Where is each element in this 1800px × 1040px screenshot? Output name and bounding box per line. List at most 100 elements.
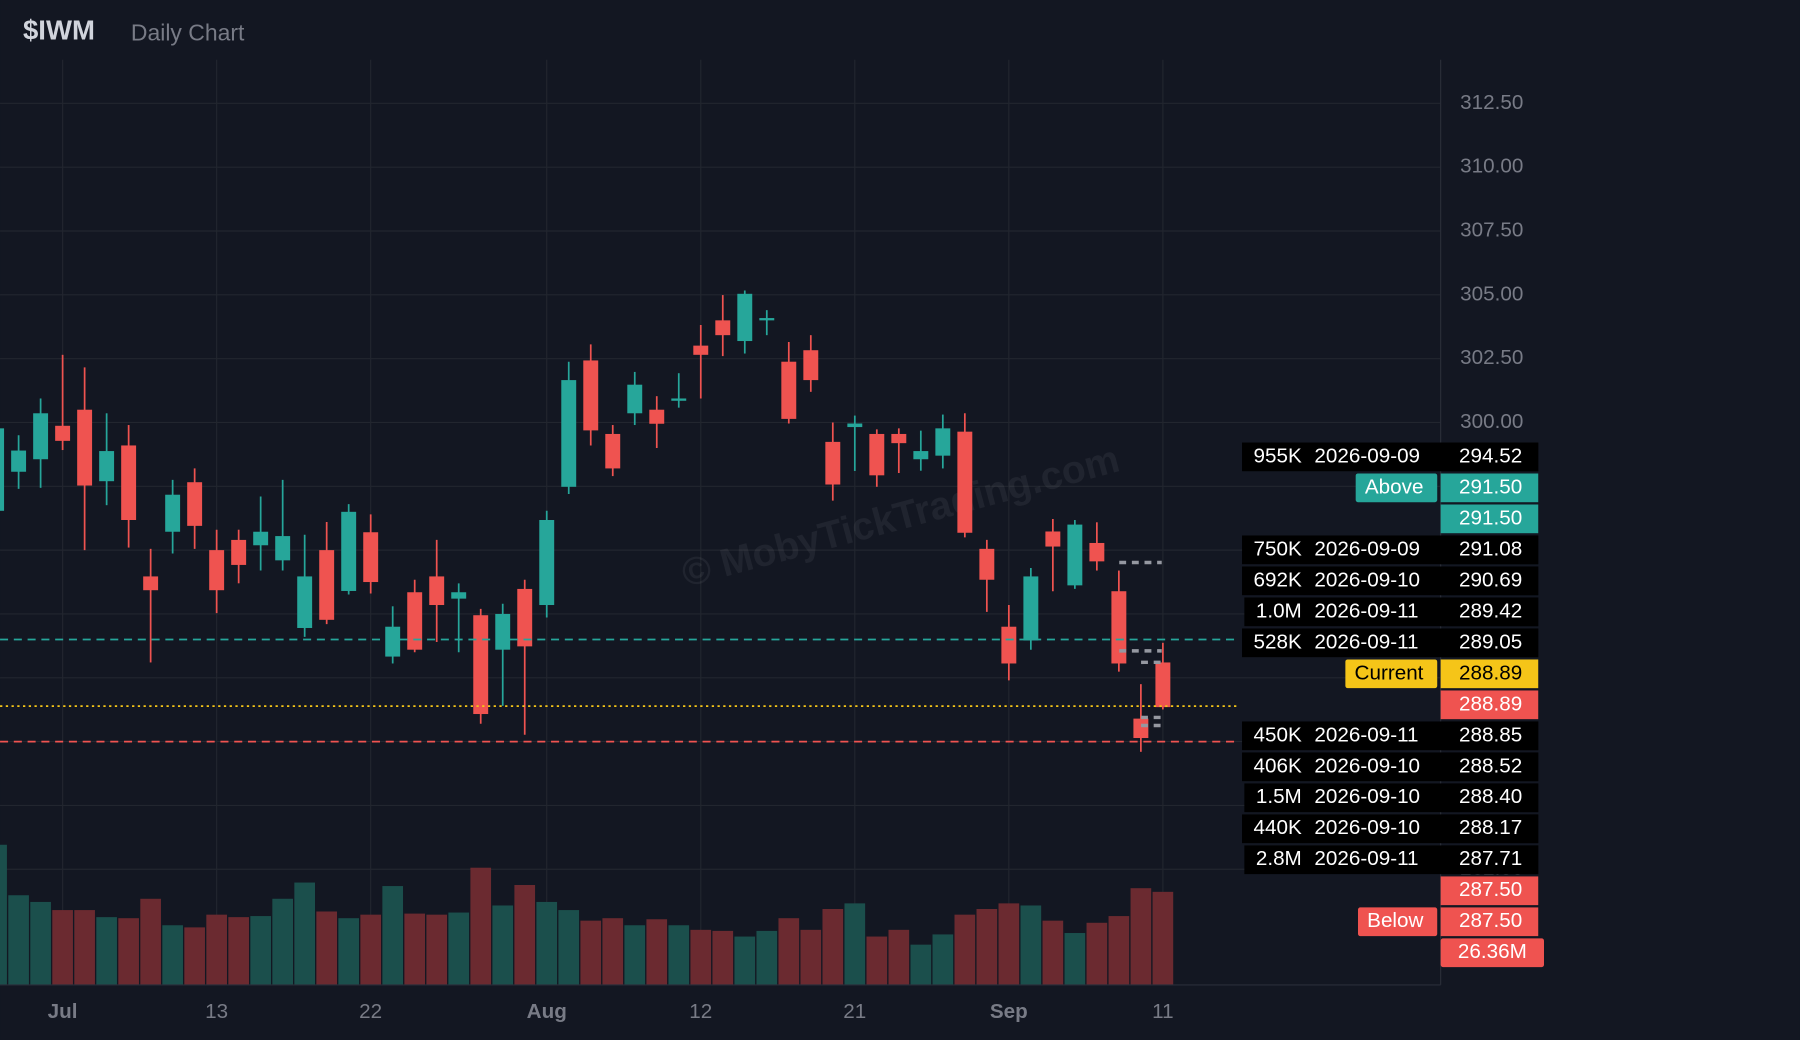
candle-body [891,433,907,444]
candle-body [495,613,511,650]
row-volume: 528K [1254,630,1302,653]
price-background [1440,566,1539,596]
candle-body [319,550,335,620]
volume-bar [536,901,558,985]
row-volume: 440K [1254,816,1302,839]
x-tick-label: 21 [843,1000,866,1023]
candle-body [451,592,467,599]
order-markers [1119,560,1167,728]
candle-body [671,398,687,401]
volume-bar [844,903,866,985]
row-date: 2026-09-10 [1314,568,1420,591]
candle-body [913,451,929,460]
candle-body [187,482,203,526]
candle-body [429,576,445,606]
candle-body [341,511,357,591]
volume-bar [426,914,448,985]
volume-bar [228,917,249,985]
x-tick-label: Sep [990,1000,1028,1023]
candle-body [979,548,995,580]
row-volume: 2.8M [1256,847,1302,870]
row-price: 291.50 [1459,506,1522,529]
row-price: 289.05 [1459,630,1522,653]
row-date: 2026-09-10 [1314,816,1420,839]
row-price: 288.52 [1459,754,1522,777]
candle-body [693,345,709,355]
volume-bar [866,936,888,985]
volume-background [1440,938,1545,968]
row-volume: 692K [1254,568,1302,591]
volume-bar [30,901,51,985]
volume-bar [184,927,205,985]
volume-bar [1042,920,1064,985]
candle-body [1045,531,1061,547]
row-price: 289.42 [1459,599,1522,622]
price-background [1440,535,1539,565]
volume-bar [1108,916,1130,985]
volume-bar [558,910,580,985]
tag-background [1357,907,1438,937]
candle-body [803,350,819,381]
candle-body [385,626,401,657]
row-date: 2026-09-09 [1314,537,1420,560]
row-date: 2026-09-11 [1314,599,1418,622]
volume-bar [976,909,998,985]
candle-body [1089,542,1105,562]
row-date: 2026-09-11 [1314,847,1418,870]
price-background [1440,597,1539,627]
candle-body [1023,576,1039,641]
volume-bar [998,903,1020,985]
row-volume: 406K [1254,754,1302,777]
volume-bar [1086,922,1108,985]
candle-body [561,380,577,487]
candle-body [275,536,291,561]
row-total-volume: 26.36M [1458,940,1527,963]
row-price: 288.89 [1459,692,1522,715]
candle-body [847,423,863,428]
candle-body [1111,591,1127,664]
tag-background [1345,659,1438,689]
row-price: 290.69 [1459,568,1522,591]
candle-body [33,413,49,460]
volume-bar [514,885,536,985]
y-tick-label: 302.50 [1460,346,1523,369]
row-price: 288.17 [1459,816,1522,839]
row-price: 291.08 [1459,537,1522,560]
tag-label: Above [1365,475,1424,498]
y-tick-label: 307.50 [1460,218,1523,241]
y-tick-label: 310.00 [1460,155,1523,178]
row-volume: 1.5M [1256,785,1302,808]
row-price: 291.50 [1459,475,1522,498]
volume-bar [778,918,800,985]
price-background [1440,845,1539,875]
candle-body [1067,524,1083,586]
volume-bar [822,909,844,985]
volume-bar [140,898,161,985]
candle-body [0,428,5,511]
price-background [1440,690,1539,720]
volume-bar [448,912,470,985]
row-volume: 750K [1254,537,1302,560]
volume-bar [360,914,382,985]
volume-bar [580,920,602,985]
x-tick-label: 22 [359,1000,382,1023]
row-price: 287.50 [1459,878,1522,901]
candle-body [869,433,885,476]
candle-body [99,451,115,482]
price-background [1440,659,1539,689]
candle-body [583,360,599,431]
candle-body [649,409,665,424]
volume-bar [316,911,338,985]
level-lines [0,638,1240,743]
tag-label: Below [1367,909,1423,932]
volume-bar [74,910,95,985]
candle-body [55,425,71,441]
volume-bar [954,914,976,985]
x-tick-label: 13 [205,1000,228,1023]
candle-body [165,494,181,532]
row-date: 2026-09-11 [1314,630,1418,653]
row-date: 2026-09-11 [1314,723,1418,746]
volume-bar [492,905,514,985]
candle-body [231,539,247,565]
candle-body [957,431,973,533]
